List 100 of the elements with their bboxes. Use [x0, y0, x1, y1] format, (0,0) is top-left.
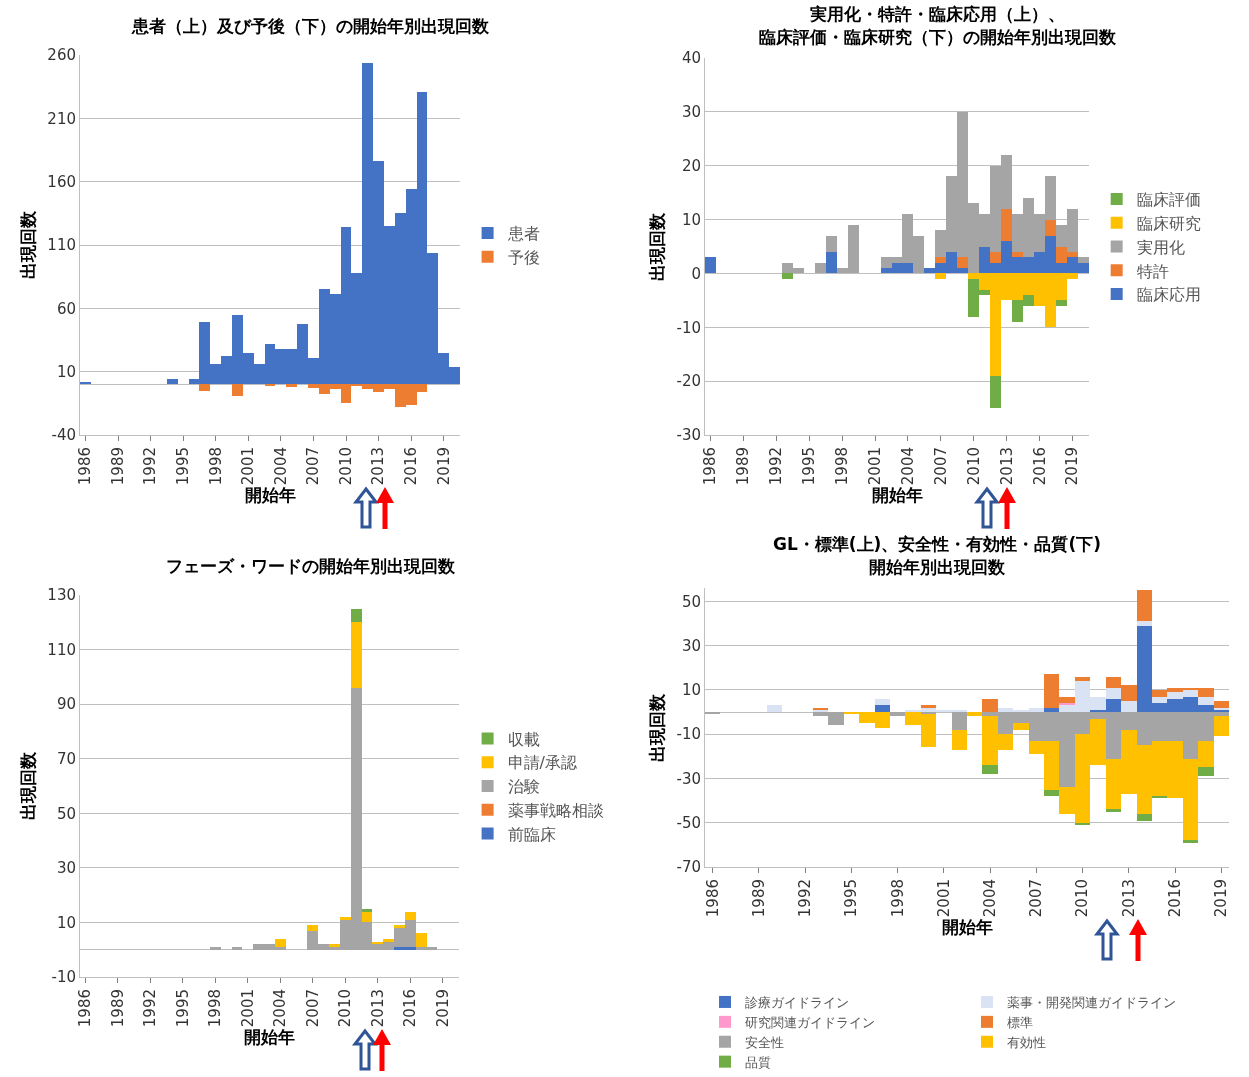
x-tick-label: 1998	[206, 989, 225, 1028]
bar	[1106, 809, 1121, 812]
bar	[199, 384, 210, 391]
bar	[890, 712, 905, 716]
y-tick-label: -20	[676, 372, 701, 391]
x-axis-title: 開始年	[244, 1027, 295, 1048]
legend-label: 標準	[1007, 1014, 1033, 1030]
bar	[952, 712, 967, 730]
x-tick-label: 2004	[271, 447, 290, 486]
bar	[351, 609, 362, 622]
y-tick-label: 40	[681, 49, 701, 68]
x-tick-label: 2016	[1165, 879, 1184, 918]
bar	[1198, 697, 1214, 705]
y-tick-label: -30	[676, 769, 701, 788]
bar	[1137, 814, 1152, 821]
x-tick-label: 2007	[1027, 879, 1046, 918]
bar	[1001, 209, 1012, 241]
y-axis-title: 出現回数	[17, 751, 38, 820]
legend-label: 患者	[506, 224, 540, 244]
x-tick-label: 2004	[980, 879, 999, 918]
bar	[1075, 677, 1090, 681]
x-tick-label: 1992	[767, 447, 786, 486]
x-tick-label: 2010	[336, 989, 355, 1028]
y-tick-label: 30	[56, 859, 76, 878]
legend-label: 予後	[507, 247, 540, 267]
bar	[1121, 701, 1137, 712]
bar	[210, 947, 221, 950]
legend-label: 診療ガイドライン	[745, 995, 849, 1011]
y-tick-label: -50	[676, 813, 701, 832]
y-tick-label: 10	[56, 913, 76, 932]
chart-title: 患者（上）及び予後（下）の開始年別出現回数	[130, 16, 490, 37]
y-axis-title: 出現回数	[647, 692, 668, 762]
x-tick-label: 1998	[833, 447, 852, 486]
x-tick-label: 2007	[304, 447, 323, 486]
x-tick-label: 2010	[964, 447, 983, 486]
x-tick-label: 2007	[931, 447, 950, 486]
x-tick-label: 1986	[76, 447, 95, 486]
bar	[1214, 716, 1229, 736]
y-tick-label: 20	[681, 156, 701, 175]
x-tick-label: 2013	[369, 447, 388, 486]
x-tick-label: 2013	[368, 989, 387, 1028]
bar	[340, 917, 351, 920]
legend-label: 薬事戦略相談	[507, 801, 604, 821]
y-tick-label: 60	[56, 299, 76, 318]
bar	[307, 925, 318, 931]
y-axis-title: 出現回数	[17, 210, 38, 279]
bar	[232, 384, 243, 396]
y-tick-label: 110	[47, 640, 76, 659]
bar	[815, 263, 826, 273]
bar	[167, 379, 178, 384]
x-tick-label: 2001	[865, 447, 884, 486]
legend-label: 収載	[507, 729, 540, 749]
y-axis-title: 出現回数	[647, 211, 668, 281]
bar	[990, 252, 1001, 263]
x-tick-label: 1995	[174, 447, 193, 486]
x-tick-label: 2010	[336, 447, 355, 486]
bar	[935, 273, 946, 279]
x-tick-label: 2004	[271, 989, 290, 1028]
y-tick-label: 160	[47, 172, 76, 191]
bar	[383, 939, 394, 942]
y-tick-label: 110	[47, 236, 76, 255]
legend-label: 臨床研究	[1136, 213, 1201, 233]
x-tick-label: 2010	[1073, 879, 1092, 918]
legend-label: 薬事・開発関連ガイドライン	[1007, 995, 1176, 1011]
bar	[967, 712, 982, 716]
y-tick-label: 10	[681, 210, 701, 229]
bar	[1214, 701, 1229, 708]
legend-label: 安全性	[745, 1034, 784, 1050]
y-tick-label: -10	[51, 968, 76, 987]
legend-label: 前臨床	[507, 824, 556, 844]
y-tick-label: 70	[56, 749, 76, 768]
x-tick-label: 2007	[303, 989, 322, 1028]
bar	[1044, 790, 1059, 796]
bar	[705, 257, 716, 273]
y-tick-label: 260	[47, 46, 76, 65]
bar	[935, 257, 946, 263]
bar	[1012, 252, 1023, 257]
x-tick-label: 2016	[1030, 447, 1049, 486]
bar	[405, 912, 416, 920]
x-tick-label: 2019	[434, 447, 453, 486]
y-tick-label: 50	[56, 804, 76, 823]
legend-label: 実用化	[1136, 237, 1185, 257]
legend-label: 有効性	[1007, 1034, 1046, 1050]
x-axis-title: 開始年	[871, 485, 923, 506]
bar	[416, 933, 427, 947]
bar	[957, 257, 968, 268]
x-tick-label: 1989	[108, 447, 127, 486]
y-tick-label: 0	[691, 264, 701, 283]
y-tick-label: 10	[681, 681, 701, 700]
bar	[394, 925, 405, 928]
x-tick-label: 1992	[141, 447, 160, 486]
bar	[782, 273, 793, 279]
x-tick-label: 2019	[433, 989, 452, 1028]
bar	[232, 947, 242, 950]
legend-label: 臨床応用	[1136, 285, 1201, 305]
chart-title: 実用化・特許・臨床応用（上）、臨床評価・臨床研究（下）の開始年別出現回数	[758, 4, 1117, 47]
bar	[875, 705, 890, 712]
y-tick-label: 10	[56, 362, 76, 381]
bar	[990, 376, 1001, 408]
x-tick-label: 1989	[108, 989, 127, 1028]
